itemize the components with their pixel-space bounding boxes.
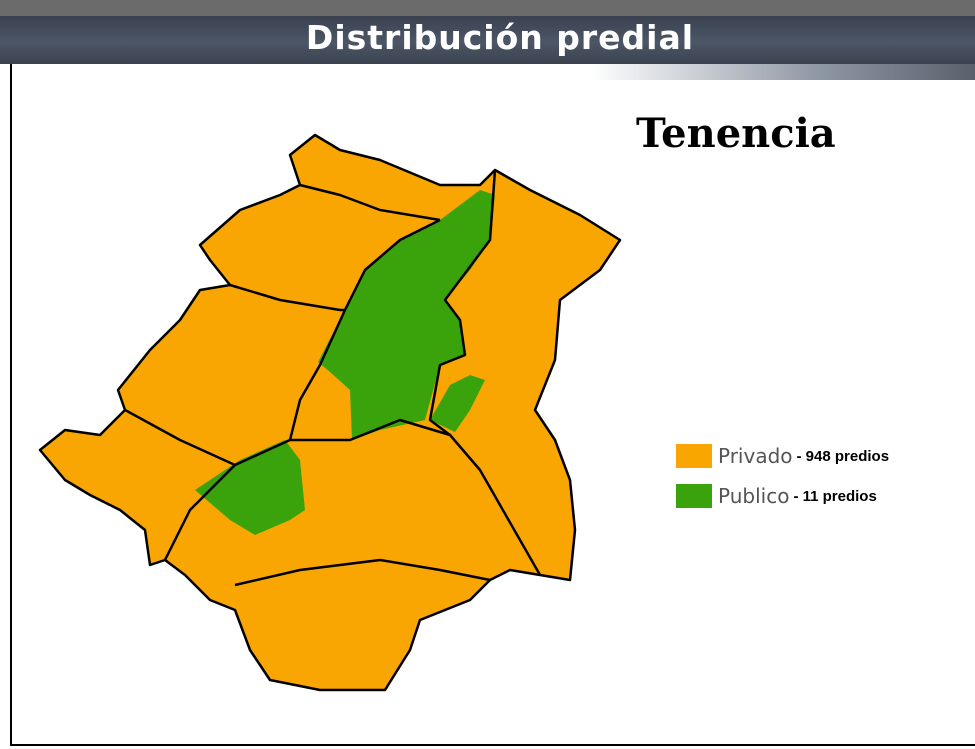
legend-item: Privado - 948 predios	[676, 443, 889, 469]
region-public	[318, 190, 495, 440]
region-private	[38, 133, 622, 692]
header-decoration	[590, 64, 975, 80]
frame	[10, 64, 975, 746]
legend-label: Publico	[718, 484, 790, 508]
map-title: Tenencia	[636, 110, 836, 157]
boundary	[229, 283, 345, 312]
legend-detail: - 948 predios	[796, 447, 890, 465]
legend-swatch	[676, 484, 712, 508]
boundary	[428, 169, 542, 576]
legend-swatch	[676, 444, 712, 468]
boundary	[288, 218, 441, 441]
boundary	[299, 183, 441, 222]
boundary	[163, 464, 236, 561]
boundary	[234, 558, 491, 587]
region-public	[430, 375, 485, 432]
region-public	[195, 440, 305, 535]
legend-detail: - 11 predios	[793, 487, 877, 505]
header-title: Distribución predial	[305, 18, 695, 57]
header-bar	[0, 16, 975, 64]
boundary	[124, 408, 451, 467]
legend-item: Publico - 11 predios	[676, 483, 877, 509]
legend-label: Privado	[718, 444, 793, 468]
